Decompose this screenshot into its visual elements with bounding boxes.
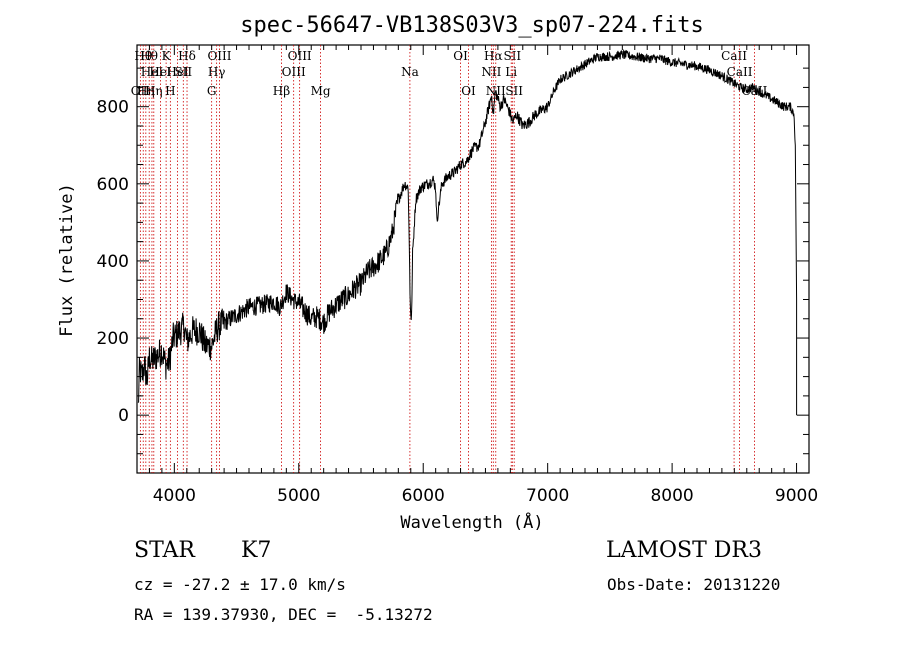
line-marker-label: Hθ <box>140 49 158 63</box>
line-marker-label: G <box>207 84 217 98</box>
line-marker-label: HeI <box>166 65 189 79</box>
observation-date: Obs-Date: 20131220 <box>607 575 781 594</box>
line-marker-label: CaII <box>727 65 753 79</box>
line-marker-label: CaII <box>721 49 747 63</box>
line-marker-label: OI <box>453 49 468 63</box>
line-marker-label: OIII <box>282 65 306 79</box>
x-tick-label: 5000 <box>277 486 320 506</box>
x-tick-label: 4000 <box>153 486 196 506</box>
y-tick-label: 800 <box>97 98 129 118</box>
spectrum-series-line <box>137 48 798 416</box>
line-marker-label: HeI <box>149 65 172 79</box>
sky-coordinates: RA = 139.37930, DEC = -5.13272 <box>134 605 433 624</box>
line-marker-label: OII <box>131 84 151 98</box>
object-subclass: K7 <box>241 538 272 563</box>
line-marker-label: OIII <box>288 49 312 63</box>
line-marker-label: SII <box>174 65 192 79</box>
survey-name: LAMOST DR3 <box>606 538 762 563</box>
line-marker-label: NII <box>481 65 501 79</box>
line-marker-label: Hθ <box>134 49 152 63</box>
y-axis-label: Flux (relative) <box>57 183 77 337</box>
object-class: STAR <box>134 538 195 563</box>
y-tick-label: 200 <box>97 329 129 349</box>
x-tick-label: 7000 <box>526 486 569 506</box>
line-marker-label: HeI <box>141 65 164 79</box>
line-marker-label: Hα <box>484 49 503 63</box>
line-marker-label: Hδ <box>178 49 196 63</box>
y-tick-label: 400 <box>97 252 129 272</box>
x-tick-label: 8000 <box>650 486 693 506</box>
line-marker-label: H <box>165 84 175 98</box>
line-marker-label: Na <box>401 65 419 79</box>
y-tick-label: 600 <box>97 175 129 195</box>
axis-ticks: 4000 5000 6000 7000 8000 9000 0 200 400 600 800 <box>97 45 818 506</box>
emission-line-markers: OIIHθHηHθHeIHηHeIKHHeISIIHδGHγOIIIHβOIII… <box>131 45 768 473</box>
x-axis-label: Wavelength (Å) <box>400 511 543 533</box>
line-marker-label: OIII <box>207 49 231 63</box>
line-marker-label: Hβ <box>273 84 290 98</box>
x-tick-label: 6000 <box>402 486 445 506</box>
line-marker-label: Hγ <box>208 65 226 79</box>
chart-title: spec-56647-VB138S03V3_sp07-224.fits <box>240 13 704 38</box>
y-tick-label: 0 <box>118 406 129 426</box>
plot-frame <box>136 44 810 474</box>
line-marker-label: K <box>162 49 172 63</box>
x-tick-label: 9000 <box>775 486 818 506</box>
line-marker-label: Mg <box>311 84 331 98</box>
redshift-velocity: cz = -27.2 ± 17.0 km/s <box>134 575 346 594</box>
line-marker-label: SII <box>505 84 523 98</box>
line-marker-label: Li <box>505 65 517 79</box>
line-marker-label: OI <box>461 84 476 98</box>
line-marker-label: Hη <box>145 84 163 98</box>
line-marker-label: SII <box>503 49 521 63</box>
